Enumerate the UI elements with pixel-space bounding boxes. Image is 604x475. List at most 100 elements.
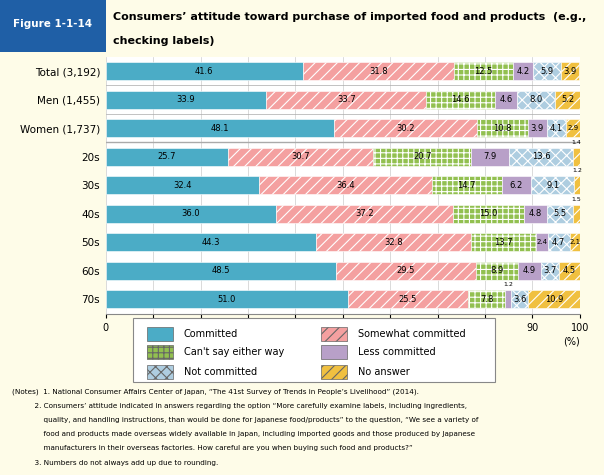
Bar bbox=[471, 148, 509, 166]
Bar bbox=[106, 176, 259, 194]
Bar bbox=[106, 91, 266, 109]
Bar bbox=[321, 327, 347, 341]
Text: 4.8: 4.8 bbox=[528, 209, 542, 218]
Text: 10.9: 10.9 bbox=[545, 295, 563, 304]
Text: 41.6: 41.6 bbox=[195, 67, 214, 76]
Text: Figure 1-1-14: Figure 1-1-14 bbox=[13, 19, 92, 28]
Bar bbox=[147, 345, 173, 359]
Bar bbox=[501, 176, 531, 194]
Text: 31.8: 31.8 bbox=[369, 67, 388, 76]
Text: 3.9: 3.9 bbox=[531, 124, 544, 133]
Bar bbox=[0, 0, 106, 52]
Text: 33.9: 33.9 bbox=[177, 95, 195, 104]
Bar bbox=[524, 205, 547, 223]
Text: 3.6: 3.6 bbox=[513, 295, 526, 304]
Bar bbox=[528, 290, 580, 308]
Bar bbox=[471, 233, 536, 251]
Text: 8.0: 8.0 bbox=[530, 95, 543, 104]
Text: 29.5: 29.5 bbox=[396, 266, 415, 275]
Text: 4.5: 4.5 bbox=[562, 266, 576, 275]
Bar bbox=[453, 205, 524, 223]
Bar bbox=[528, 119, 547, 137]
Bar bbox=[573, 205, 580, 223]
Bar bbox=[477, 119, 528, 137]
Bar bbox=[321, 345, 347, 359]
Text: 10.8: 10.8 bbox=[493, 124, 512, 133]
Bar bbox=[266, 91, 426, 109]
Text: 48.1: 48.1 bbox=[210, 124, 229, 133]
Text: Consumers’ attitude toward purchase of imported food and products  (e.g.,: Consumers’ attitude toward purchase of i… bbox=[113, 12, 586, 22]
Text: 2.9: 2.9 bbox=[567, 125, 579, 131]
Text: 33.7: 33.7 bbox=[337, 95, 356, 104]
Text: Less committed: Less committed bbox=[358, 347, 435, 357]
Text: 9.1: 9.1 bbox=[546, 181, 559, 190]
Bar bbox=[259, 176, 432, 194]
Bar bbox=[106, 262, 336, 280]
Bar bbox=[469, 290, 506, 308]
Bar bbox=[561, 62, 579, 80]
Bar bbox=[106, 290, 347, 308]
Text: 1.5: 1.5 bbox=[571, 197, 581, 202]
Text: 8.9: 8.9 bbox=[490, 266, 503, 275]
Text: 4.1: 4.1 bbox=[550, 124, 563, 133]
Text: 4.6: 4.6 bbox=[500, 95, 513, 104]
Text: 12.5: 12.5 bbox=[474, 67, 492, 76]
Text: 36.0: 36.0 bbox=[182, 209, 201, 218]
Bar bbox=[347, 290, 469, 308]
Text: 15.0: 15.0 bbox=[479, 209, 498, 218]
Text: Committed: Committed bbox=[184, 329, 238, 339]
Bar bbox=[432, 176, 501, 194]
Text: 25.7: 25.7 bbox=[158, 152, 176, 161]
Bar bbox=[509, 148, 573, 166]
Text: Not committed: Not committed bbox=[184, 367, 257, 377]
Text: Can't say either way: Can't say either way bbox=[184, 347, 284, 357]
Text: 44.3: 44.3 bbox=[202, 238, 220, 247]
Bar bbox=[147, 365, 173, 379]
Bar bbox=[106, 205, 277, 223]
Bar bbox=[106, 233, 316, 251]
Text: 13.6: 13.6 bbox=[532, 152, 550, 161]
Bar bbox=[555, 91, 580, 109]
Text: 30.7: 30.7 bbox=[291, 152, 310, 161]
Text: food and products made overseas widely available in Japan, including imported go: food and products made overseas widely a… bbox=[12, 431, 475, 437]
Text: 3.9: 3.9 bbox=[564, 67, 577, 76]
Text: 7.8: 7.8 bbox=[480, 295, 493, 304]
Text: 20.7: 20.7 bbox=[413, 152, 431, 161]
Bar bbox=[513, 62, 533, 80]
Bar bbox=[106, 62, 303, 80]
Bar bbox=[303, 62, 454, 80]
Bar bbox=[426, 91, 495, 109]
Text: 5.2: 5.2 bbox=[561, 95, 574, 104]
Text: 2.4: 2.4 bbox=[536, 239, 547, 245]
Text: 14.6: 14.6 bbox=[452, 95, 470, 104]
Text: 2. Consumers’ attitude indicated in answers regarding the option “More carefully: 2. Consumers’ attitude indicated in answ… bbox=[12, 403, 467, 408]
Bar bbox=[454, 62, 513, 80]
Text: 30.2: 30.2 bbox=[396, 124, 414, 133]
Text: 1.2: 1.2 bbox=[572, 168, 582, 173]
Bar bbox=[531, 176, 574, 194]
Bar bbox=[495, 91, 517, 109]
Text: 5.5: 5.5 bbox=[553, 209, 567, 218]
Bar bbox=[228, 148, 373, 166]
Bar bbox=[533, 62, 561, 80]
Bar bbox=[559, 262, 580, 280]
Bar bbox=[506, 290, 511, 308]
Text: 4.2: 4.2 bbox=[516, 67, 530, 76]
Bar bbox=[547, 119, 566, 137]
Text: 32.4: 32.4 bbox=[173, 181, 191, 190]
Bar bbox=[573, 148, 580, 166]
Text: 6.2: 6.2 bbox=[510, 181, 523, 190]
Bar bbox=[475, 262, 518, 280]
Text: quality, and handling instructions, than would be done for Japanese food/product: quality, and handling instructions, than… bbox=[12, 417, 478, 423]
Bar bbox=[147, 327, 173, 341]
Text: No answer: No answer bbox=[358, 367, 410, 377]
Text: 13.7: 13.7 bbox=[495, 238, 513, 247]
Text: (Notes)  1. National Consumer Affairs Center of Japan, “The 41st Survey of Trend: (Notes) 1. National Consumer Affairs Cen… bbox=[12, 389, 419, 395]
Text: checking labels): checking labels) bbox=[113, 36, 214, 46]
Bar bbox=[373, 148, 471, 166]
Text: 5.9: 5.9 bbox=[541, 67, 553, 76]
Text: 7.9: 7.9 bbox=[483, 152, 496, 161]
Bar bbox=[517, 91, 555, 109]
Bar bbox=[321, 365, 347, 379]
Bar bbox=[536, 233, 548, 251]
